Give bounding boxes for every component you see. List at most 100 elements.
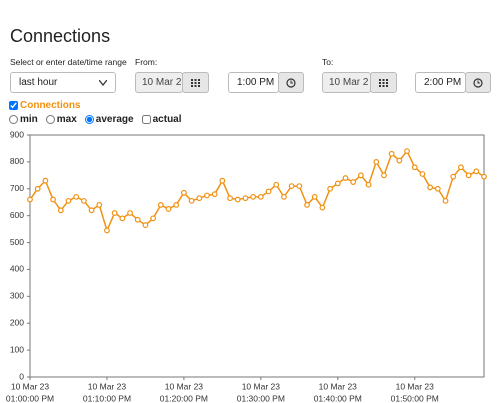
data-point bbox=[465, 172, 472, 179]
data-point bbox=[273, 181, 280, 188]
data-point bbox=[381, 172, 387, 179]
data-point bbox=[234, 196, 241, 203]
chart: 0 100 200 300 400 500 600 700 800 900 10 Mar 23 01:… bbox=[6, 129, 487, 403]
data-point bbox=[27, 196, 33, 203]
x-tick-date: 10 Mar 23 bbox=[11, 381, 50, 391]
data-point bbox=[442, 197, 449, 204]
x-tick-date: 10 Mar 23 bbox=[396, 381, 435, 391]
x-tick-date: 10 Mar 23 bbox=[242, 381, 281, 391]
data-point bbox=[196, 195, 203, 202]
data-point bbox=[396, 157, 403, 164]
aggregation-label: min bbox=[20, 114, 38, 125]
clock-icon bbox=[286, 77, 296, 88]
data-point bbox=[288, 183, 295, 189]
data-point bbox=[150, 215, 157, 222]
calendar-icon bbox=[379, 78, 388, 87]
from-label: From: bbox=[135, 57, 158, 67]
range-value: last hour bbox=[19, 77, 58, 88]
series-line bbox=[29, 149, 485, 233]
y-tick-label: 800 bbox=[10, 156, 24, 166]
data-point bbox=[173, 202, 180, 208]
data-point bbox=[419, 171, 426, 177]
data-point bbox=[350, 179, 357, 185]
data-point bbox=[304, 202, 310, 208]
x-tick-time: 01:20:00 PM bbox=[160, 393, 208, 403]
data-point bbox=[357, 172, 364, 179]
data-point bbox=[319, 204, 326, 211]
data-point bbox=[188, 197, 195, 204]
data-point bbox=[373, 158, 380, 165]
clock-icon bbox=[473, 77, 483, 88]
y-tick-label: 400 bbox=[10, 264, 24, 274]
aggregation-option: min bbox=[9, 114, 38, 125]
x-tick-date: 10 Mar 23 bbox=[319, 381, 358, 391]
data-point bbox=[427, 184, 434, 191]
data-point bbox=[434, 185, 441, 192]
range-select[interactable]: last hour bbox=[10, 72, 116, 93]
data-point bbox=[458, 164, 464, 171]
data-point bbox=[157, 202, 164, 208]
aggregation-radio[interactable] bbox=[45, 115, 55, 124]
data-point bbox=[250, 193, 257, 200]
data-point bbox=[334, 180, 341, 187]
y-tick-label: 700 bbox=[10, 183, 24, 193]
data-point bbox=[242, 195, 249, 202]
to-calendar-button[interactable] bbox=[370, 72, 397, 93]
to-clock-button[interactable] bbox=[465, 72, 491, 93]
data-point bbox=[50, 196, 56, 203]
data-point bbox=[34, 185, 41, 192]
to-date[interactable]: 10 Mar 2 bbox=[322, 72, 371, 93]
data-point bbox=[257, 193, 264, 200]
series-checkbox[interactable] bbox=[9, 101, 18, 110]
x-tick-date: 10 Mar 23 bbox=[165, 381, 204, 391]
data-point bbox=[481, 173, 487, 180]
data-point bbox=[65, 197, 72, 204]
data-point bbox=[365, 181, 372, 188]
y-tick-label: 100 bbox=[10, 344, 24, 354]
x-tick-date: 10 Mar 23 bbox=[88, 381, 127, 391]
to-time[interactable]: 2:00 PM bbox=[415, 72, 466, 93]
data-point bbox=[450, 173, 457, 180]
data-point bbox=[204, 192, 210, 199]
aggregation-option: actual bbox=[141, 114, 182, 125]
data-point bbox=[142, 222, 149, 228]
y-tick-label: 500 bbox=[10, 237, 24, 247]
aggregation-label: max bbox=[56, 114, 77, 125]
data-point bbox=[404, 148, 410, 155]
from-calendar-button[interactable] bbox=[182, 72, 209, 93]
aggregation-option: average bbox=[84, 114, 134, 125]
data-point bbox=[411, 164, 418, 171]
x-tick-time: 01:50:00 PM bbox=[391, 393, 439, 403]
data-point bbox=[211, 191, 218, 198]
data-point bbox=[88, 207, 95, 214]
aggregation-radio[interactable] bbox=[84, 115, 94, 124]
from-date[interactable]: 10 Mar 2 bbox=[135, 72, 183, 93]
data-point bbox=[42, 177, 49, 184]
data-point bbox=[265, 188, 272, 195]
series-label: Connections bbox=[20, 100, 81, 111]
y-tick-label: 200 bbox=[10, 317, 24, 327]
to-label: To: bbox=[322, 57, 334, 67]
aggregation-radio[interactable] bbox=[9, 115, 18, 124]
data-point bbox=[73, 193, 80, 200]
aggregation-option: max bbox=[45, 114, 77, 125]
data-point bbox=[219, 177, 226, 184]
data-point bbox=[342, 175, 349, 181]
from-time[interactable]: 1:00 PM bbox=[228, 72, 279, 93]
data-point bbox=[80, 197, 87, 204]
data-point bbox=[119, 215, 126, 222]
data-point bbox=[104, 227, 110, 234]
data-point bbox=[165, 206, 172, 212]
data-point bbox=[111, 210, 118, 216]
data-point bbox=[227, 195, 233, 202]
data-point bbox=[388, 150, 395, 157]
x-tick-time: 01:30:00 PM bbox=[237, 393, 285, 403]
y-tick-label: 0 bbox=[19, 371, 24, 381]
page-title: Connections bbox=[10, 26, 111, 46]
aggregation-checkbox[interactable] bbox=[141, 115, 151, 124]
data-point bbox=[57, 207, 64, 214]
x-tick-time: 01:10:00 PM bbox=[83, 393, 131, 403]
from-clock-button[interactable] bbox=[278, 72, 304, 93]
series-toggle: Connections bbox=[9, 100, 81, 111]
x-tick-time: 01:00:00 PM bbox=[6, 393, 54, 403]
